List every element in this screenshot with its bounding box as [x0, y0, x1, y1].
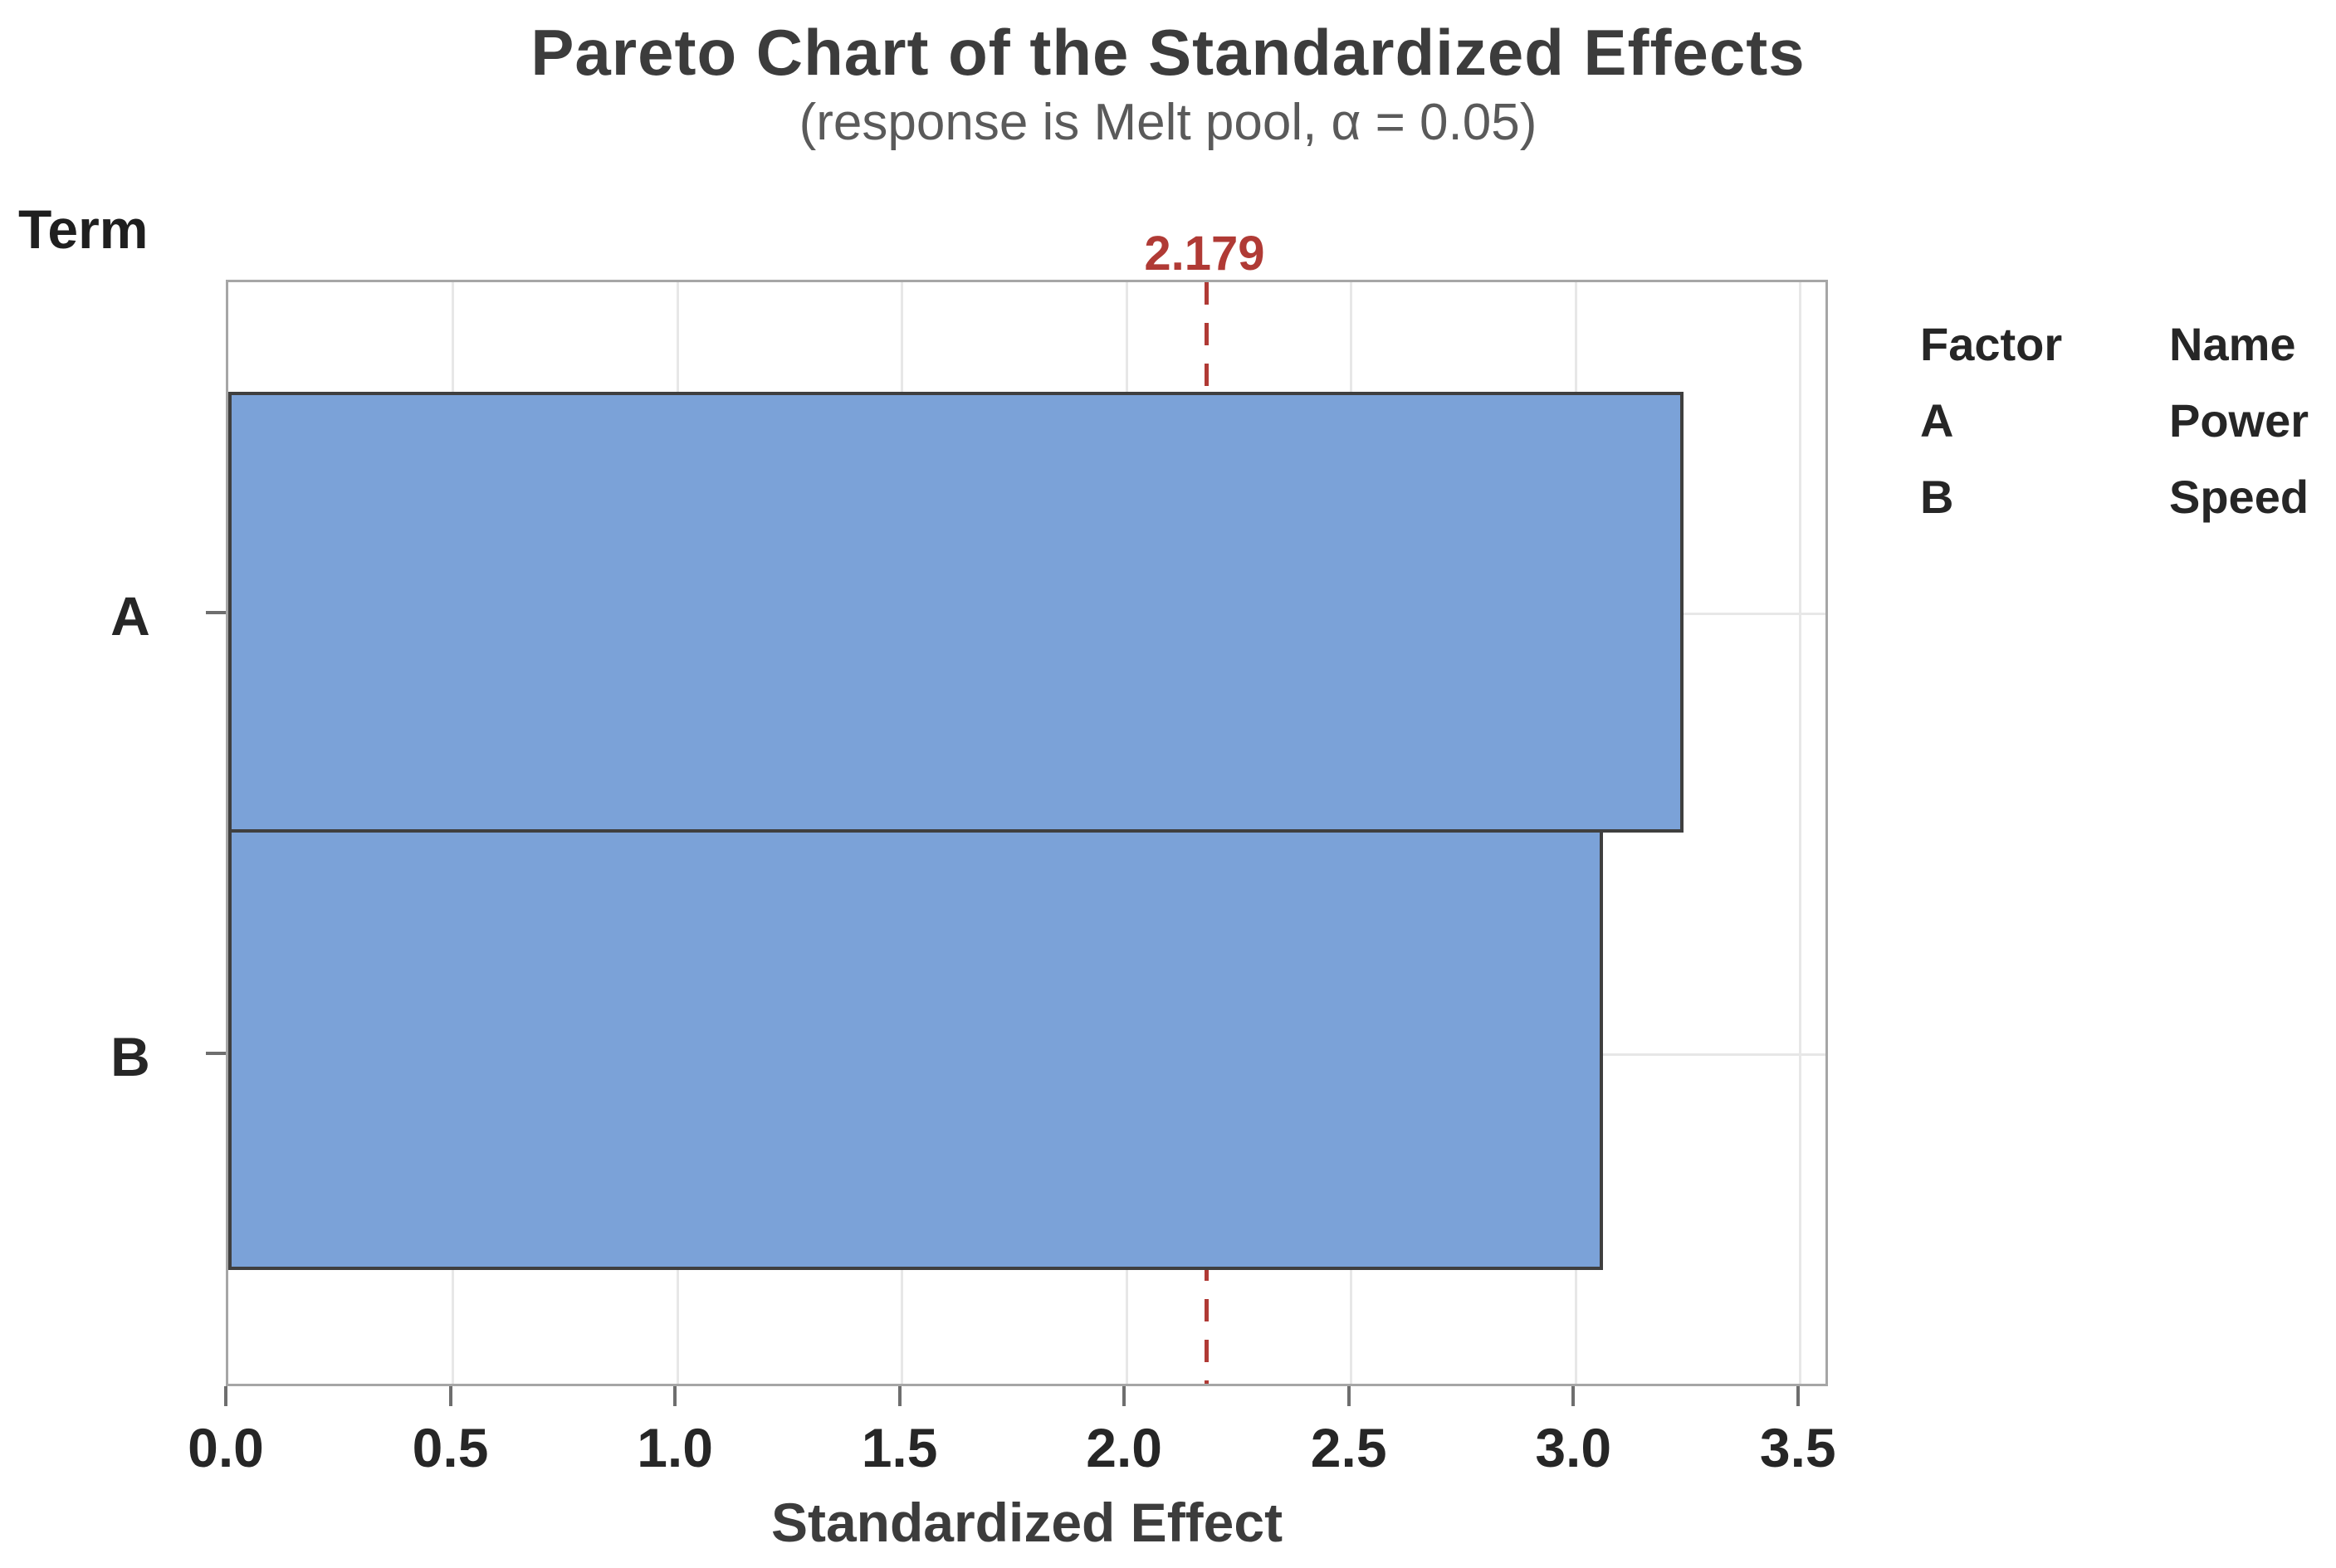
x-tick-label: 3.0: [1535, 1417, 1612, 1478]
reference-line-label: 2.179: [1144, 227, 1265, 281]
legend-table: Factor Name A Power B Speed: [1920, 306, 2309, 535]
x-tick-mark: [448, 1386, 452, 1406]
x-tick-label: 0.0: [188, 1417, 264, 1478]
legend-row-name: Power: [2169, 394, 2309, 447]
chart-subtitle: (response is Melt pool, α = 0.05): [799, 94, 1537, 151]
x-tick-label: 2.5: [1310, 1417, 1387, 1478]
legend-row-factor: A: [1920, 394, 1954, 447]
bar-B: [228, 829, 1603, 1270]
x-tick-label: 3.5: [1759, 1417, 1836, 1478]
x-tick-label: 1.0: [637, 1417, 713, 1478]
gridline-vertical: [1799, 282, 1802, 1384]
x-tick-mark: [1571, 1386, 1576, 1406]
y-tick-label-a: A: [110, 585, 150, 647]
x-tick-mark: [1346, 1386, 1351, 1406]
y-axis-title: Term: [18, 198, 149, 260]
y-tick-label-b: B: [110, 1026, 150, 1087]
x-tick-mark: [224, 1386, 227, 1406]
x-axis-title: Standardized Effect: [770, 1492, 1283, 1553]
x-tick-mark: [1122, 1386, 1126, 1406]
x-tick-mark: [673, 1386, 677, 1406]
legend-row-factor: B: [1920, 471, 1954, 523]
legend-header-factor: Factor: [1920, 318, 2063, 370]
x-tick-label: 2.0: [1086, 1417, 1163, 1478]
plot-area: [226, 280, 1828, 1386]
legend-row-name: Speed: [2169, 471, 2309, 523]
y-tick-mark: [206, 1052, 226, 1055]
x-tick-label: 1.5: [861, 1417, 938, 1478]
chart-title: Pareto Chart of the Standardized Effects: [530, 16, 1806, 89]
y-tick-mark: [206, 611, 226, 614]
x-tick-label: 0.5: [412, 1417, 489, 1478]
bar-A: [228, 392, 1684, 833]
x-tick-mark: [897, 1386, 902, 1406]
x-tick-mark: [1796, 1386, 1800, 1406]
legend-header-name: Name: [2169, 318, 2296, 370]
